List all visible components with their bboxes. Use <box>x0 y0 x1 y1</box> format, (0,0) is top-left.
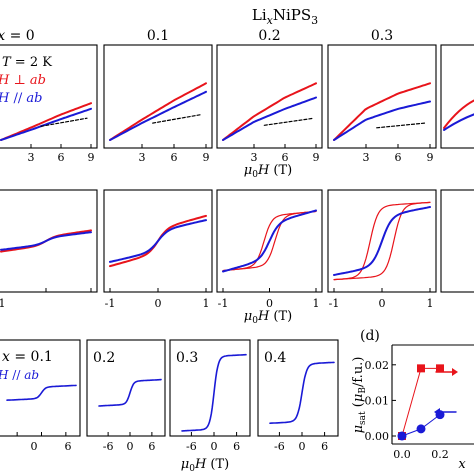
row1-series-perp <box>222 82 317 141</box>
row1-series-para <box>443 113 474 131</box>
row3-tick-label: 6 <box>148 440 155 453</box>
row3-tick-label: 0 <box>299 440 306 453</box>
row1-tick-label: 3 <box>251 151 258 164</box>
row1-xlabel: μ0H (T) <box>244 163 292 180</box>
row2-series-para <box>222 209 317 273</box>
panel-d-arrowhead-right <box>452 368 458 376</box>
row1-tick-label: 6 <box>282 151 289 164</box>
panel-d-ytick-label: 0.02 <box>365 359 390 372</box>
panel-label-row1: 0.3 <box>371 28 393 44</box>
row1-tick-label: 3 <box>139 151 146 164</box>
row1-reference-line <box>376 122 427 129</box>
row2-series-para <box>0 231 92 251</box>
row3-series-para <box>269 361 335 424</box>
row2-tick-label: -1 <box>105 297 116 310</box>
panel-d-ylabel: μsat (μB/f.u.) <box>351 357 368 434</box>
row3-series-para <box>181 353 247 432</box>
row2-tick-label: 1 <box>0 297 6 310</box>
row2-series-para <box>109 219 207 263</box>
row1-panel-frame <box>103 44 213 149</box>
row2-tick-label: 0 <box>379 297 386 310</box>
row1-tick-label: 3 <box>363 151 370 164</box>
row2-tick-label: 0 <box>155 297 162 310</box>
row2-tick-label: 1 <box>203 297 210 310</box>
panel-label-row3: 0.2 <box>93 350 115 366</box>
panel-d-xtick-label: 0.0 <box>393 448 411 461</box>
row3-tick-label: 0 <box>127 440 134 453</box>
row3-panel-frame <box>257 339 339 437</box>
row3-tick-label: -6 <box>274 440 285 453</box>
row2-tick-label: 0 <box>266 297 273 310</box>
figure-title: LixNiPS3 <box>252 6 318 27</box>
row3-tick-label: 0 <box>31 440 38 453</box>
note-temperature: T = 2 K <box>2 55 52 70</box>
row3-tick-label: 6 <box>233 440 240 453</box>
row2-tick-label: -1 <box>218 297 229 310</box>
row1-panel-frame <box>0 44 98 149</box>
row3-panel-frame <box>0 339 81 437</box>
panel-label-row3: 0.4 <box>264 350 286 366</box>
note-h-para: H // ab <box>0 91 42 106</box>
row3-panel-frame <box>169 339 251 437</box>
row1-panel-frame <box>327 44 437 149</box>
row2-loop-perp-down <box>333 201 431 281</box>
note-h-perp: H ⊥ ab <box>0 73 46 88</box>
panel-label-x01: x = 0.1 <box>2 349 53 365</box>
row1-tick-label: 9 <box>88 151 95 164</box>
row1-series-perp <box>443 99 474 129</box>
row3-tick-label: 6 <box>65 440 72 453</box>
row1-reference-line <box>40 117 88 127</box>
panel-d-arrowhead-left <box>434 408 440 416</box>
row2-tick-label: 1 <box>427 297 434 310</box>
panel-label-row3: 0.3 <box>176 350 198 366</box>
row2-panel-frame <box>0 189 98 293</box>
row1-series-para <box>109 90 207 141</box>
row3-tick-label: -6 <box>103 440 114 453</box>
row1-series-perp <box>333 82 431 141</box>
note-h-para-row3: H // ab <box>0 368 39 382</box>
row3-series-para <box>98 378 162 407</box>
row3-tick-label: 0 <box>211 440 218 453</box>
row1-tick-label: 3 <box>28 151 35 164</box>
row2-tick-label: 1 <box>313 297 320 310</box>
panel-d-xlabel: x <box>458 457 466 472</box>
panel-d-ytick-label: 0.01 <box>365 394 390 407</box>
row1-series-perp <box>109 82 207 141</box>
row1-panel-frame <box>216 44 323 149</box>
row2-xlabel: μ0H (T) <box>244 309 292 326</box>
row1-series-para <box>0 107 92 141</box>
row1-reference-line <box>152 113 203 124</box>
panel-d-point-square <box>436 364 444 373</box>
row2-loop-perp-down <box>222 210 317 272</box>
row2-tick-label: -1 <box>329 297 340 310</box>
row1-tick-label: 6 <box>395 151 402 164</box>
row3-panel-frame <box>86 339 166 437</box>
panel-d-point-square <box>417 364 425 373</box>
panel-label-row1: 0.2 <box>258 28 280 44</box>
row1-tick-label: 6 <box>171 151 178 164</box>
row1-series-perp <box>0 102 92 141</box>
row3-xlabel: μ0H (T) <box>181 457 229 474</box>
row1-tick-label: 9 <box>203 151 210 164</box>
panel-d-xtick-label: 0.2 <box>431 448 449 461</box>
row1-tick-label: 6 <box>58 151 65 164</box>
panel-d-point-circle <box>397 431 407 441</box>
row1-reference-line <box>263 117 313 126</box>
row1-series-para <box>222 96 317 141</box>
panel-label-x0: x = 0 <box>0 28 35 44</box>
row1-series-para <box>333 100 431 141</box>
row3-tick-label: -6 <box>186 440 197 453</box>
panel-label-row1: 0.1 <box>147 28 169 44</box>
panel-d-ytick-label: 0.00 <box>365 430 390 443</box>
row1-panel-frame <box>440 44 474 149</box>
row2-series-para <box>333 206 431 276</box>
row3-series-para <box>6 384 77 401</box>
row3-tick-label: 6 <box>321 440 328 453</box>
row1-tick-label: 9 <box>313 151 320 164</box>
panel-d-point-circle <box>416 424 426 434</box>
row1-tick-label: 9 <box>427 151 434 164</box>
row2-panel-frame <box>440 189 474 293</box>
panel-d-label: (d) <box>360 328 380 344</box>
